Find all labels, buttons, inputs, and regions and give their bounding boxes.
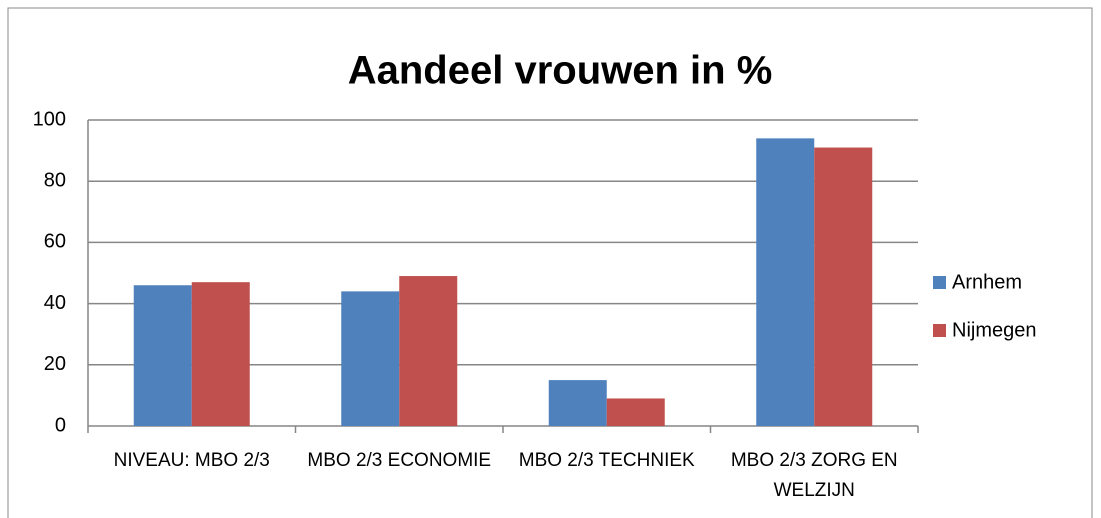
legend-label: Nijmegen: [952, 319, 1036, 341]
bar: [191, 282, 250, 426]
bar: [341, 291, 400, 426]
y-tick-label: 0: [55, 414, 66, 436]
bar: [606, 398, 665, 426]
legend-swatch: [933, 324, 946, 337]
y-tick-label: 100: [33, 108, 66, 130]
bar: [548, 380, 607, 426]
bar: [133, 285, 192, 426]
legend-swatch: [933, 276, 946, 289]
bar: [756, 138, 815, 427]
legend-label: Arnhem: [952, 271, 1022, 293]
chart-border: [7, 7, 1093, 518]
y-tick-label: 60: [44, 231, 66, 253]
x-tick-label: MBO 2/3 ECONOMIE: [307, 450, 492, 471]
x-tick-label: MBO 2/3 ZORG EN WELZIJN: [730, 450, 898, 501]
y-tick-label: 80: [44, 169, 66, 191]
bar: [814, 147, 873, 427]
bar: [399, 276, 458, 426]
y-tick-label: 20: [44, 353, 66, 375]
chart-title: Aandeel vrouwen in %: [348, 49, 773, 93]
y-tick-label: 40: [44, 292, 66, 314]
x-tick-label: MBO 2/3 TECHNIEK: [518, 450, 695, 471]
x-tick-label: NIVEAU: MBO 2/3: [113, 450, 270, 471]
